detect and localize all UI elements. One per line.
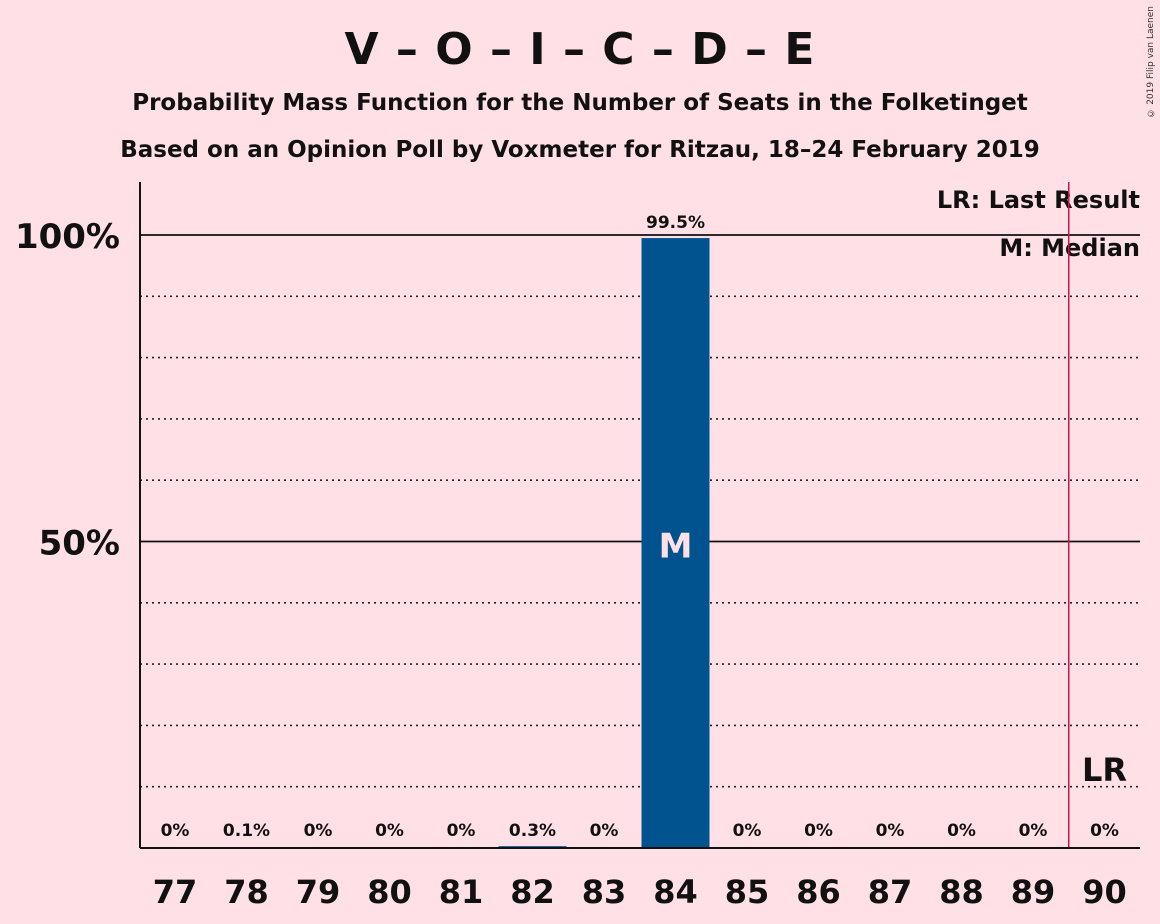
x-tick-label: 84: [653, 873, 698, 911]
bar-value-label: 0%: [375, 821, 404, 841]
x-tick-label: 89: [1011, 873, 1056, 911]
bar-label-bg: [641, 210, 710, 233]
bar-value-label: 0%: [1019, 821, 1048, 841]
chart-title: V – O – I – C – D – E: [344, 24, 816, 75]
bar-value-label: 0%: [947, 821, 976, 841]
x-tick-label: 87: [868, 873, 913, 911]
bar-value-label: 0%: [733, 821, 762, 841]
bar-value-label: 0%: [161, 821, 190, 841]
x-tick-label: 77: [153, 873, 198, 911]
x-tick-label: 83: [582, 873, 627, 911]
x-tick-label: 82: [510, 873, 555, 911]
chart-subtitle: Probability Mass Function for the Number…: [132, 90, 1028, 116]
x-tick-label: 78: [224, 873, 269, 911]
bar-value-label: 0%: [447, 821, 476, 841]
bar-value-label: 0%: [804, 821, 833, 841]
y-tick-label: 100%: [15, 217, 120, 257]
chart-subtitle-source: Based on an Opinion Poll by Voxmeter for…: [120, 137, 1040, 163]
x-tick-label: 81: [439, 873, 484, 911]
x-tick-label: 79: [296, 873, 341, 911]
bar-value-label: 0%: [876, 821, 905, 841]
x-tick-label: 88: [939, 873, 984, 911]
bar-value-label: 0%: [590, 821, 619, 841]
legend-median: M: Median: [999, 234, 1140, 262]
x-tick-label: 80: [367, 873, 412, 911]
bar-seats-84: [641, 238, 710, 848]
x-tick-label: 85: [725, 873, 770, 911]
bar-value-label: 0.1%: [223, 821, 270, 841]
bar-value-label: 99.5%: [646, 213, 705, 233]
bar-value-label: 0%: [1090, 821, 1119, 841]
bar-value-label: 0.3%: [509, 821, 556, 841]
x-tick-label: 86: [796, 873, 841, 911]
median-marker: M: [659, 527, 693, 567]
y-tick-label: 50%: [39, 524, 120, 564]
x-tick-label: 90: [1082, 873, 1127, 911]
legend-last-result: LR: Last Result: [936, 186, 1140, 214]
last-result-marker: LR: [1082, 751, 1127, 789]
bar-value-label: 0%: [304, 821, 333, 841]
